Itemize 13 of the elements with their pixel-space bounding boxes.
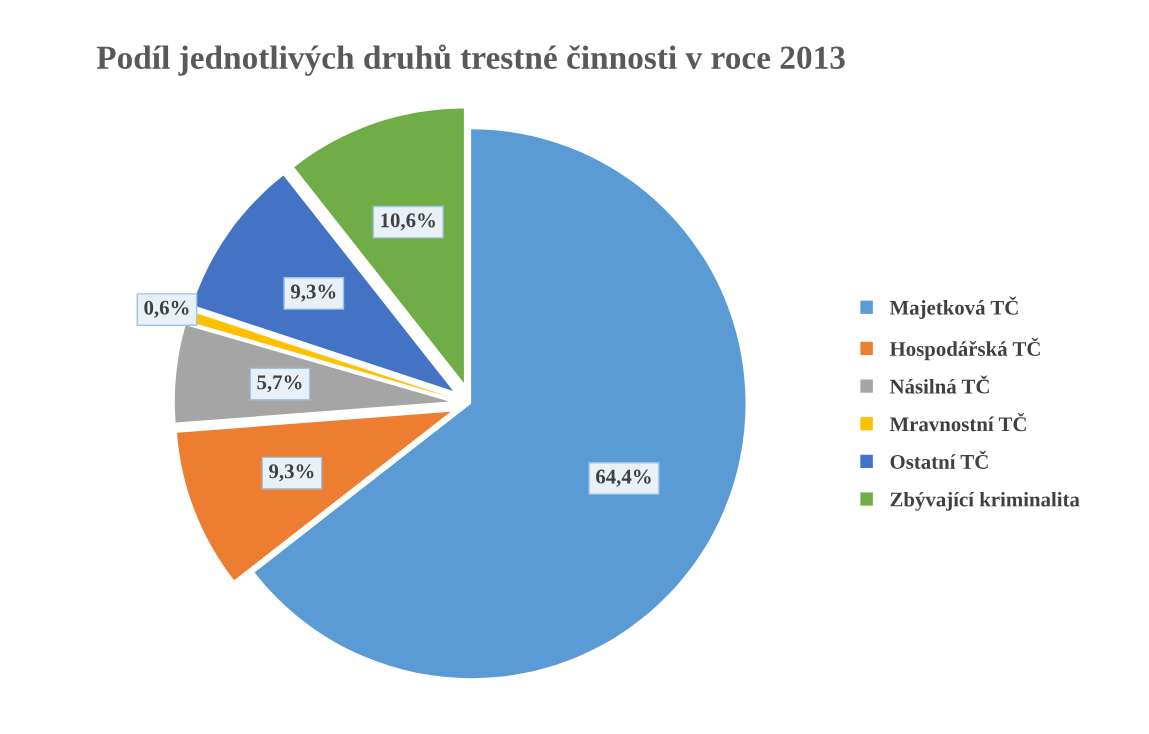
data-label: 0,6% — [144, 300, 189, 318]
data-label: 5,7% — [257, 375, 302, 393]
legend-label: Ostatní TČ — [890, 450, 988, 469]
legend-label: Násilná TČ — [889, 375, 989, 394]
chart-title: Podíl jednotlivých druhů trestné činnosti v roce 2013 — [96, 44, 845, 76]
legend-label: Hospodářská TČ — [889, 337, 1040, 361]
legend-label: Mravnostní TČ — [889, 413, 1026, 432]
legend-label: Majetková TČ — [889, 296, 1018, 319]
data-label: 64,4% — [596, 469, 651, 487]
data-label: 9,3% — [269, 464, 314, 482]
legend-label: Zbývající kriminalita — [890, 491, 1080, 511]
data-label: 10,6% — [381, 213, 435, 231]
data-label: 9,3% — [290, 284, 336, 302]
